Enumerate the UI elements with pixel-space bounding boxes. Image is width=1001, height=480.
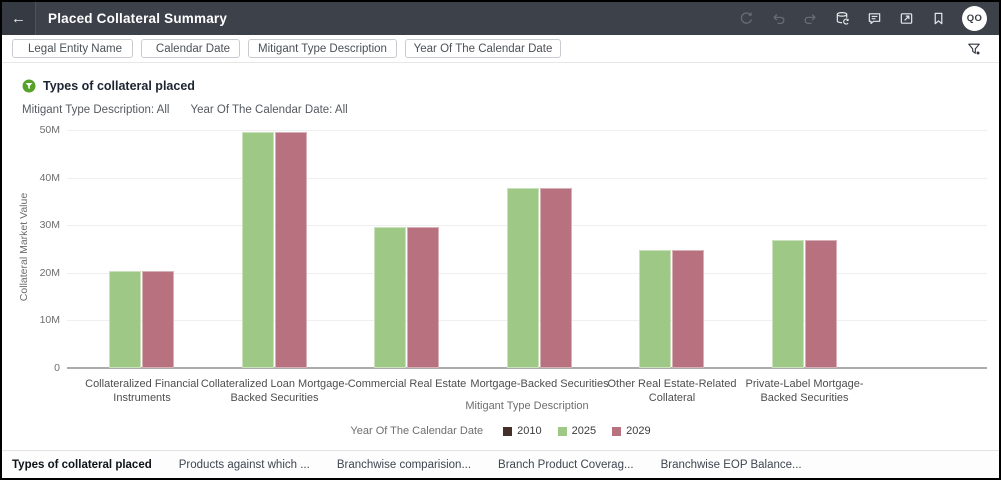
y-tick-label: 0 [54,362,60,374]
visualization-filter-icon [22,79,36,93]
bar-group-commercial-real-estate [374,227,439,368]
filter-chip-label: Calendar Date [155,42,231,55]
legend-item-2025[interactable]: 2025 [557,425,597,437]
y-tick-label: 30M [39,219,60,232]
legend-swatch-2025 [557,426,567,436]
bar-other-real-estate-related-collateral-2025[interactable] [639,250,671,368]
x-category-label: Collateralized Loan Mortgage-Backed Secu… [200,378,349,405]
y-tick-label: 10M [39,314,60,327]
bar-collateralized-loan-mortgage-backed-securities-2029[interactable] [274,132,307,368]
applied-filter-year-of-the-calendar-date: Year Of The Calendar Date: All [190,104,348,116]
applied-filters: Mitigant Type Description: All Year Of Th… [22,104,348,116]
filter-chip-year-of-the-calendar-date[interactable]: Year Of The Calendar Date [405,39,561,58]
gridline-40M [67,177,987,179]
x-category-label: Mortgage-Backed Securities [470,378,609,390]
legend-item-2029[interactable]: 2029 [612,425,651,437]
bar-commercial-real-estate-2025[interactable] [374,227,406,368]
back-button[interactable]: ← [2,2,36,35]
filter-chip-label: Year Of The Calendar Date [413,42,553,55]
back-arrow-icon: ← [11,10,26,27]
page-title: Placed Collateral Summary [48,11,228,26]
plot-area [67,130,987,369]
bar-collateralized-financial-instruments-2025[interactable] [109,270,141,368]
canvas-tab-bar: Types of collateral placed Products again… [2,450,999,478]
bar-group-private-label-mortgage-backed-securities [771,240,837,368]
legend-label-2029: 2029 [626,425,651,437]
applied-filter-mitigant-type-description: Mitigant Type Description: All [22,104,170,116]
bar-mortgage-backed-securities-2025[interactable] [506,187,539,368]
bar-group-mortgage-backed-securities [506,187,572,368]
visualization-canvas: Types of collateral placed Mitigant Type… [2,64,999,452]
bar-collateralized-loan-mortgage-backed-securities-2025[interactable] [241,132,274,368]
bar-collateralized-financial-instruments-2029[interactable] [142,270,174,368]
x-axis-title: Mitigant Type Description [465,400,589,412]
comments-icon[interactable] [866,10,883,27]
bar-group-collateralized-financial-instruments [109,270,174,368]
refresh-data-icon[interactable] [834,10,851,27]
x-category-label: Other Real Estate-Related Collateral [607,378,737,405]
x-category-label: Collateralized Financial Instruments [85,378,199,405]
legend-swatch-2029 [612,426,622,436]
reset-icon[interactable] [738,10,755,27]
filter-chip-calendar-date[interactable]: Calendar Date [141,39,240,58]
viz-title-row: Types of collateral placed [22,79,195,93]
bar-group-collateralized-loan-mortgage-backed-securities [241,132,307,368]
tab-products-against-which[interactable]: Products against which ... [178,458,310,471]
header-actions: QO [738,6,999,31]
y-tick-label: 40M [39,171,60,184]
bar-commercial-real-estate-2029[interactable] [407,227,439,368]
x-category-label: Commercial Real Estate [347,378,467,390]
viz-title: Types of collateral placed [43,79,195,93]
legend-item-2010[interactable]: 2010 [503,425,542,437]
top-header-bar: ← Placed Collateral Summary [2,2,999,35]
tab-branchwise-comparision[interactable]: Branchwise comparision... [336,458,472,471]
gridline-50M [67,130,987,131]
y-tick-label: 20M [39,266,60,279]
filter-chip-mitigant-type-description[interactable]: Mitigant Type Description [248,39,397,58]
avatar[interactable]: QO [962,6,987,31]
tab-types-of-collateral-placed[interactable]: Types of collateral placed [12,458,152,471]
bookmark-icon[interactable] [930,10,947,27]
bar-private-label-mortgage-backed-securities-2025[interactable] [771,240,804,368]
filter-chip-bar: Legal Entity Name Calendar Date Mitigant T… [2,35,999,63]
legend-title: Year Of The Calendar Date [350,425,484,437]
filter-badge-icon[interactable] [965,40,983,58]
export-icon[interactable] [898,10,915,27]
filterbar-right [965,40,989,58]
filter-chip-label: Legal Entity Name [28,42,122,55]
legend-label-2025: 2025 [571,425,597,437]
legend-swatch-2010 [503,426,513,436]
tab-branchwise-eop-balance[interactable]: Branchwise EOP Balance... [660,458,802,471]
x-axis-line [67,367,987,369]
bar-group-other-real-estate-related-collateral [639,250,704,368]
y-tick-label: 50M [39,124,60,136]
bar-other-real-estate-related-collateral-2029[interactable] [672,250,704,368]
bar-private-label-mortgage-backed-securities-2029[interactable] [804,240,837,368]
redo-icon[interactable] [802,10,819,27]
filter-chip-label: Mitigant Type Description [258,42,387,55]
filter-chip-legal-entity-name[interactable]: Legal Entity Name [12,39,133,58]
x-category-label: Private-Label Mortgage-Backed Securities [745,378,864,405]
undo-icon[interactable] [770,10,787,27]
bar-mortgage-backed-securities-2029[interactable] [539,187,572,368]
legend: Year Of The Calendar Date 2010 2025 2029 [2,425,999,437]
legend-label-2010: 2010 [517,425,542,437]
tab-branch-product-coverag[interactable]: Branch Product Coverag... [498,458,634,471]
